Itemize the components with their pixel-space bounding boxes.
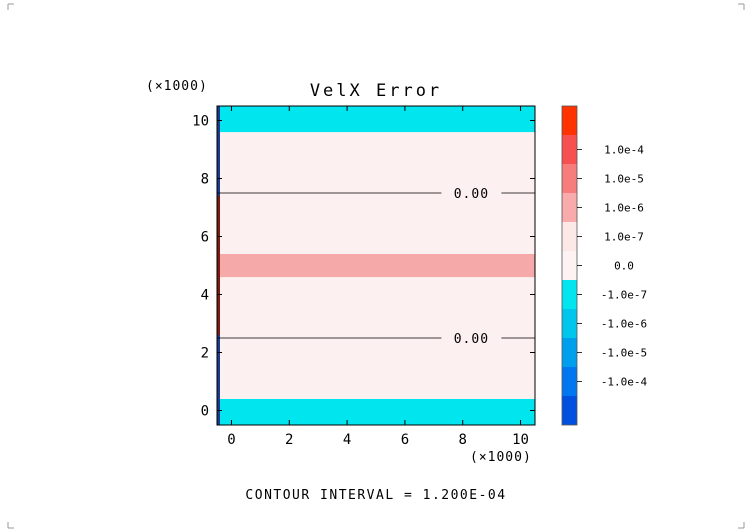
x-tick-label-1: 2 (285, 432, 293, 448)
colorbar-swatch-3 (562, 193, 577, 222)
contour-layer: 0.00 0.00 (217, 187, 535, 347)
colorbar-swatch-6 (562, 280, 577, 309)
crop-mark-bottom-left (7, 522, 14, 529)
x-multiplier: (×1000) (470, 450, 532, 465)
y-tick-label-2: 4 (201, 288, 209, 304)
colorbar-swatch-2 (562, 164, 577, 193)
y-tick-label-5: 10 (192, 114, 209, 130)
colorbar-label-5: 0.0 (614, 260, 634, 273)
contour-interval-footer: CONTOUR INTERVAL = 1.200E-04 (245, 488, 506, 503)
colorbar-label-4: 1.0e-7 (604, 231, 644, 244)
colorbar-swatch-8 (562, 338, 577, 367)
band-0 (217, 398, 535, 425)
colorbar-label-7: -1.0e-6 (601, 318, 647, 331)
contour-label-1: 0.00 (454, 187, 489, 202)
chart-title: VelX Error (310, 81, 442, 101)
colorbar-swatch-0 (562, 106, 577, 135)
colorbar-swatch-7 (562, 309, 577, 338)
colorbar-label-1: 1.0e-4 (604, 144, 644, 157)
x-tick-label-4: 8 (459, 432, 467, 448)
x-tick-label-0: 0 (227, 432, 235, 448)
colorbar-swatch-5 (562, 251, 577, 280)
crop-mark-bottom-right (738, 522, 745, 529)
contour-label-0: 0.00 (454, 332, 489, 347)
crop-mark-top-right (738, 3, 745, 10)
plot-frame (216, 105, 536, 426)
colorbar-label-9: -1.0e-4 (601, 376, 648, 389)
band-layer (217, 106, 535, 425)
x-tick-label-3: 6 (401, 432, 409, 448)
y-tick-label-0: 0 (201, 404, 209, 420)
colorbar-label-3: 1.0e-6 (604, 202, 644, 215)
colorbar-swatch-4 (562, 222, 577, 251)
colorbar-label-2: 1.0e-5 (604, 173, 644, 186)
y-tick-label-4: 8 (201, 172, 209, 188)
colorbar-label-8: -1.0e-5 (601, 347, 647, 360)
colorbar-swatch-9 (562, 367, 577, 396)
band-2 (217, 253, 535, 278)
x-tick-label-2: 4 (343, 432, 351, 448)
axis-ticks: 0 2 4 6 8 10 0 2 4 6 8 10 (192, 106, 535, 448)
band-4 (217, 106, 535, 133)
left-edge-strip-red (217, 195, 220, 336)
colorbar: 1.0e-4 1.0e-5 1.0e-6 1.0e-7 0.0 -1.0e-7 -1.0e-… (561, 105, 648, 426)
x-tick-label-5: 10 (512, 432, 529, 448)
colorbar-label-6: -1.0e-7 (601, 289, 647, 302)
colorbar-swatch-1 (562, 135, 577, 164)
y-tick-label-1: 2 (201, 346, 209, 362)
y-multiplier: (×1000) (146, 79, 208, 94)
colorbar-swatch-10 (562, 396, 577, 425)
crop-mark-top-left (7, 3, 14, 10)
y-tick-label-3: 6 (201, 230, 209, 246)
